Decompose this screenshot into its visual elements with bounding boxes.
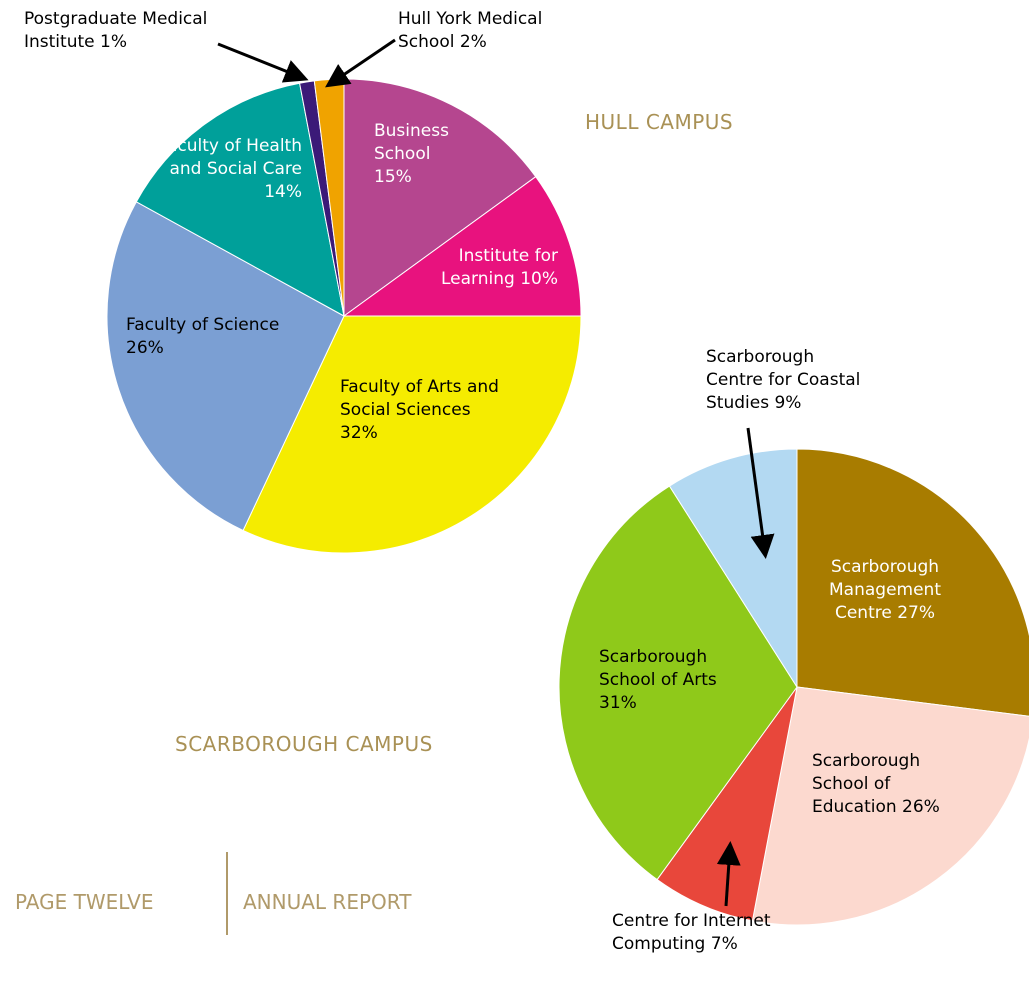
chart-title: SCARBOROUGH CAMPUS [175,732,433,756]
pie-slice [751,686,1029,926]
slice-value: 15% [374,167,412,187]
pie-slice [242,315,582,554]
slice-value: 32% [340,423,378,443]
slice-value: 31% [599,693,637,713]
pie-slice [135,82,345,317]
slice-name: Business School [374,121,449,164]
arrow [217,42,309,83]
slice-value: 9% [774,393,802,413]
slice-label: Scarborough School of Arts 31% [599,646,729,715]
slice-name: Scarborough Centre for Coastal Studies [706,347,861,413]
slice-name: Faculty of Science [126,315,280,335]
slice-name: Scarborough Management Centre [829,557,941,623]
slice-name: Centre for Internet Computing [612,911,771,954]
pie-slice [558,485,798,881]
slice-label: Hull York Medical School 2% [398,8,568,54]
slice-value: 2% [459,32,487,52]
slice-label: Faculty of Health and Social Care 14% [150,135,302,204]
slice-label: Institute for Learning 10% [408,245,558,291]
slice-label: Business School 15% [374,120,474,189]
slice-value: 1% [100,32,127,52]
slice-name: Institute for Learning [440,246,558,289]
footer-left: PAGE TWELVE [15,890,154,914]
slice-name: Faculty of Arts and Social Sciences [340,377,499,420]
slice-label: Faculty of Arts and Social Sciences 32% [340,376,535,445]
slice-value: 27% [897,603,936,623]
slice-name: Faculty of Health and Social Care [158,136,302,179]
pie-slice [343,78,537,317]
slice-name: Hull York Medical School [398,9,543,52]
slice-value: 7% [710,934,738,954]
arrow [325,38,396,88]
slice-value: 10% [520,269,558,289]
chart-title: HULL CAMPUS [585,110,734,134]
slice-label: Scarborough Management Centre 27% [800,556,970,625]
slice-value: 26% [902,797,940,817]
slice-label: Faculty of Science 26% [126,314,321,360]
arrow [716,841,741,907]
pie-slice [656,686,798,922]
slice-label: Scarborough School of Education 26% [812,750,962,819]
slice-value: 26% [126,338,164,358]
arrow [746,427,775,559]
pie-slice [342,175,582,317]
pie-slice [668,448,798,689]
slice-name: Scarborough School of Arts [599,647,717,690]
slice-label: Scarborough Centre for Coastal Studies 9… [706,346,876,415]
pie-slice [796,448,1029,717]
slice-label: Centre for Internet Computing 7% [612,910,842,956]
slice-label: Postgraduate Medical Institute 1% [24,8,219,54]
slice-value: 14% [264,182,302,202]
slice-name: Scarborough School of Education [812,751,921,817]
footer-right: ANNUAL REPORT [243,890,412,914]
slice-name: Postgraduate Medical Institute [24,9,208,52]
